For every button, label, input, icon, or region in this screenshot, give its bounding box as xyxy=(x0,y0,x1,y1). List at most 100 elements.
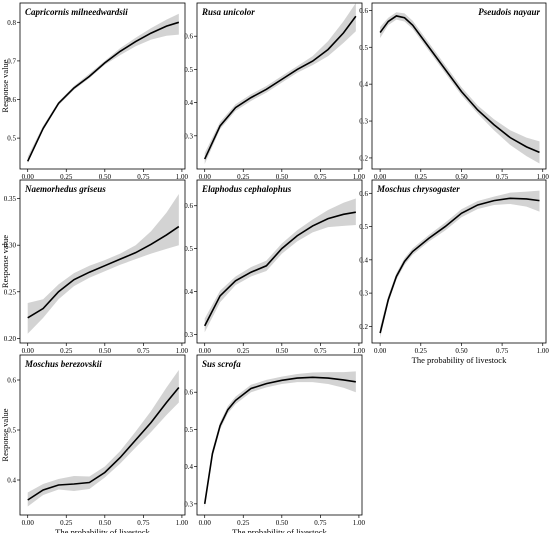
response-curve xyxy=(203,211,356,327)
confidence-band xyxy=(204,198,356,333)
confidence-band xyxy=(27,193,179,334)
y-tick-label: 0.3 xyxy=(184,331,193,339)
y-tick-label: 0.5 xyxy=(184,245,193,253)
x-tick-label: 0.50 xyxy=(276,173,289,181)
y-tick-label: 0.3 xyxy=(184,132,193,140)
x-axis-label: The probability of livestock xyxy=(412,355,507,365)
x-tick-label: 0.75 xyxy=(314,173,327,181)
panel-title: Moschus chrysogaster xyxy=(376,184,460,194)
y-tick-label: 0.2 xyxy=(359,323,368,331)
panel-frame xyxy=(19,2,186,170)
response-curve xyxy=(203,15,357,160)
x-tick-label: 0.75 xyxy=(137,347,150,355)
x-tick-label: 0.50 xyxy=(276,347,289,355)
panel-2: 0.00 0.25 0.50 0.75 1.00 0.3 0.4 0.5 0.6 Rusa uni… xyxy=(184,2,366,181)
x-tick-label: 0.00 xyxy=(199,173,212,181)
x-tick-label: 0.75 xyxy=(314,519,327,527)
y-axis-label: Response value xyxy=(0,59,10,112)
y-tick-label: 0.3 xyxy=(184,500,193,508)
x-tick-label: 0.50 xyxy=(455,173,468,181)
y-tick-label: 0.5 xyxy=(7,135,16,143)
panel-7: 0.00 0.25 0.50 0.75 1.00 0.4 0.5 0.6 Moschus ber… xyxy=(0,354,189,533)
y-tick-label: 0.6 xyxy=(359,7,368,15)
panel-frame xyxy=(19,179,186,344)
y-tick-label: 0.5 xyxy=(184,66,193,74)
x-axis-label: The probability of livestock xyxy=(55,527,150,533)
y-tick-label: 0.6 xyxy=(184,202,193,210)
x-tick-label: 0.00 xyxy=(22,519,35,527)
x-tick-label: 0.25 xyxy=(237,173,250,181)
x-tick-label: 0.75 xyxy=(137,173,150,181)
confidence-band xyxy=(204,3,356,165)
x-tick-label: 0.00 xyxy=(374,347,387,355)
x-tick-label: 0.25 xyxy=(415,347,428,355)
response-curve xyxy=(203,376,356,504)
y-tick-label: 0.2 xyxy=(359,154,368,162)
y-tick-label: 0.5 xyxy=(359,223,368,231)
response-curve xyxy=(27,386,180,501)
x-tick-label: 1.00 xyxy=(176,347,189,355)
x-tick-label: 1.00 xyxy=(176,519,189,527)
panel-8: 0.00 0.25 0.50 0.75 1.00 0.3 0.4 0.5 0.6 Sus scro… xyxy=(184,354,366,533)
y-tick-label: 0.8 xyxy=(7,19,16,27)
y-tick-label: 0.3 xyxy=(359,118,368,126)
panel-frame xyxy=(371,2,547,170)
panel-title: Moschus berezovskii xyxy=(24,359,102,369)
y-tick-label: 0.20 xyxy=(4,335,17,343)
panel-5: 0.00 0.25 0.50 0.75 1.00 0.3 0.4 0.5 0.6 Elaphodu… xyxy=(184,179,366,355)
x-tick-label: 1.00 xyxy=(176,173,189,181)
response-curve xyxy=(26,21,180,162)
x-tick-label: 0.25 xyxy=(415,173,428,181)
panel-title: Pseudois nayaur xyxy=(478,7,540,17)
y-tick-label: 0.5 xyxy=(359,44,368,52)
panel-6: 0.00 0.25 0.50 0.75 1.00 0.2 0.3 0.4 0.5 0.6 Mosch… xyxy=(359,179,550,365)
panel-frame xyxy=(196,179,363,344)
panel-title: Sus scrofa xyxy=(202,359,241,369)
y-tick-label: 0.5 xyxy=(7,427,16,435)
y-axis-label: Response value xyxy=(0,235,10,288)
confidence-band xyxy=(380,12,540,164)
x-tick-label: 0.00 xyxy=(199,347,212,355)
x-tick-label: 0.50 xyxy=(455,347,468,355)
y-tick-label: 0.6 xyxy=(359,190,368,198)
x-tick-label: 0.50 xyxy=(99,173,112,181)
panel-frame xyxy=(196,354,363,516)
response-curve xyxy=(379,197,540,334)
x-tick-label: 0.50 xyxy=(99,347,112,355)
x-tick-label: 0.75 xyxy=(496,347,509,355)
x-axis-label: The probability of livestock xyxy=(232,527,327,533)
y-tick-label: 0.6 xyxy=(7,377,16,385)
y-tick-label: 0.4 xyxy=(7,477,16,485)
x-tick-label: 1.00 xyxy=(537,347,550,355)
panel-1: 0.00 0.25 0.50 0.75 1.00 0.5 0.6 0.7 0.8 Capricor… xyxy=(0,2,189,181)
x-tick-label: 0.75 xyxy=(314,347,327,355)
x-tick-label: 1.00 xyxy=(353,173,366,181)
x-tick-label: 0.00 xyxy=(22,173,35,181)
x-tick-label: 0.00 xyxy=(22,347,35,355)
panel-title: Naemorhedus griseus xyxy=(24,184,106,194)
y-tick-label: 0.6 xyxy=(7,96,16,104)
x-tick-label: 0.50 xyxy=(99,519,112,527)
x-tick-label: 0.25 xyxy=(237,519,250,527)
y-axis-label: Response value xyxy=(0,408,10,461)
y-tick-label: 0.6 xyxy=(184,389,193,397)
y-tick-label: 0.3 xyxy=(359,290,368,298)
panel-frame xyxy=(19,354,186,516)
x-tick-label: 0.75 xyxy=(137,519,150,527)
y-tick-label: 0.4 xyxy=(184,99,193,107)
x-tick-label: 1.00 xyxy=(353,519,366,527)
x-tick-label: 0.75 xyxy=(496,173,509,181)
x-tick-label: 0.50 xyxy=(276,519,289,527)
confidence-band xyxy=(380,190,540,339)
x-tick-label: 0.25 xyxy=(60,173,73,181)
x-tick-label: 0.25 xyxy=(60,519,73,527)
panel-3: 0.00 0.25 0.50 0.75 1.00 0.2 0.3 0.4 0.5 0.6 Pseud… xyxy=(359,2,550,181)
y-tick-label: 0.4 xyxy=(359,81,368,89)
x-tick-label: 1.00 xyxy=(537,173,550,181)
y-tick-label: 0.4 xyxy=(184,463,193,471)
y-tick-label: 0.4 xyxy=(184,288,193,296)
panel-frame xyxy=(371,179,547,344)
y-tick-label: 0.5 xyxy=(184,426,193,434)
x-tick-label: 0.00 xyxy=(374,173,387,181)
x-tick-label: 0.25 xyxy=(60,347,73,355)
